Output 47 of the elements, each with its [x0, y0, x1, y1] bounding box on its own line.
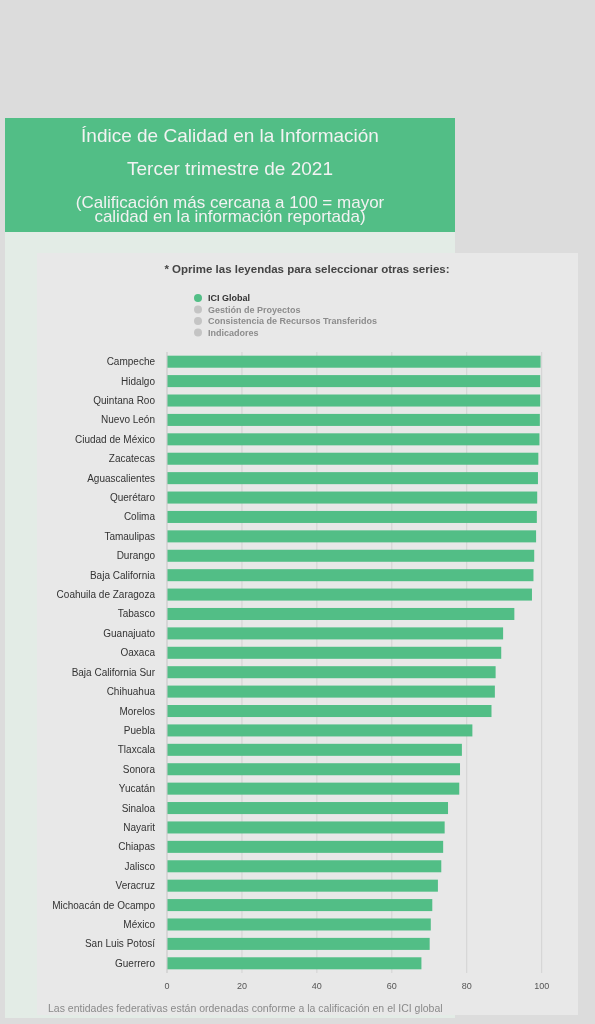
y-tick-label: Durango: [116, 550, 156, 562]
y-tick-label: Zacatecas: [108, 453, 155, 465]
y-tick-label: Yucatán: [118, 783, 155, 795]
y-tick-label: Michoacán de Ocampo: [52, 899, 156, 911]
x-tick-label: 40: [311, 981, 322, 991]
legend-label: ICI Global: [208, 293, 251, 304]
text: (Calificación más cercana a 100 = mayor calidad en la información reportada): [75, 193, 385, 226]
legend-label: Indicadores: [208, 327, 259, 338]
y-tick-label: Jalisco: [124, 860, 156, 872]
y-tick-label: Morelos: [119, 705, 155, 717]
y-tick-label: Guanajuato: [103, 627, 156, 639]
x-tick-label: 20: [236, 981, 247, 991]
y-tick-label: Tlaxcala: [117, 744, 156, 756]
x-tick-label: 100: [534, 981, 550, 991]
y-tick-label: Guerrero: [114, 957, 156, 969]
y-tick-label: México: [123, 918, 156, 930]
y-tick-label: Baja California Sur: [71, 666, 156, 678]
text: Las entidades federativas están ordenadas conforme a la calificación en el ICI global: [48, 1002, 443, 1014]
y-tick-label: Aguascalientes: [87, 472, 155, 484]
y-tick-label: Chiapas: [118, 841, 155, 853]
y-tick-label: Quintana Roo: [93, 395, 156, 407]
y-tick-label: Colima: [123, 511, 156, 523]
legend-label: Consistencia de Recursos Transferidos: [208, 316, 378, 327]
y-tick-label: Querétaro: [109, 492, 156, 504]
x-tick-label: 0: [164, 981, 170, 991]
legend-label: Gestión de Proyectos: [208, 304, 301, 315]
y-tick-label: Veracruz: [115, 880, 155, 892]
y-tick-label: Tamaulipas: [104, 530, 155, 542]
y-tick-label: Chihuahua: [106, 686, 156, 698]
y-tick-label: Tabasco: [117, 608, 156, 620]
y-tick-label: Oaxaca: [120, 647, 156, 659]
y-tick-label: Hidalgo: [121, 375, 156, 387]
y-tick-label: Baja California: [89, 569, 156, 581]
y-tick-label: Ciudad de México: [74, 433, 156, 445]
y-tick-label: San Luis Potosí: [84, 938, 156, 950]
y-tick-label: Sinaloa: [121, 802, 156, 814]
y-tick-label: Puebla: [123, 724, 156, 736]
y-tick-label: Nayarit: [123, 821, 156, 833]
chart-title: Índice de Calidad en la Información: [81, 125, 379, 146]
y-tick-label: Sonora: [122, 763, 156, 775]
y-tick-label: Coahuila de Zaragoza: [56, 589, 156, 601]
chart-subtitle: Tercer trimestre de 2021: [127, 158, 333, 179]
x-tick-label: 80: [461, 981, 472, 991]
y-tick-label: Nuevo León: [101, 414, 155, 426]
y-tick-label: Campeche: [106, 356, 156, 368]
legend-title: * Oprime las leyendas para seleccionar otras series:: [164, 263, 450, 275]
x-tick-label: 60: [386, 981, 397, 991]
